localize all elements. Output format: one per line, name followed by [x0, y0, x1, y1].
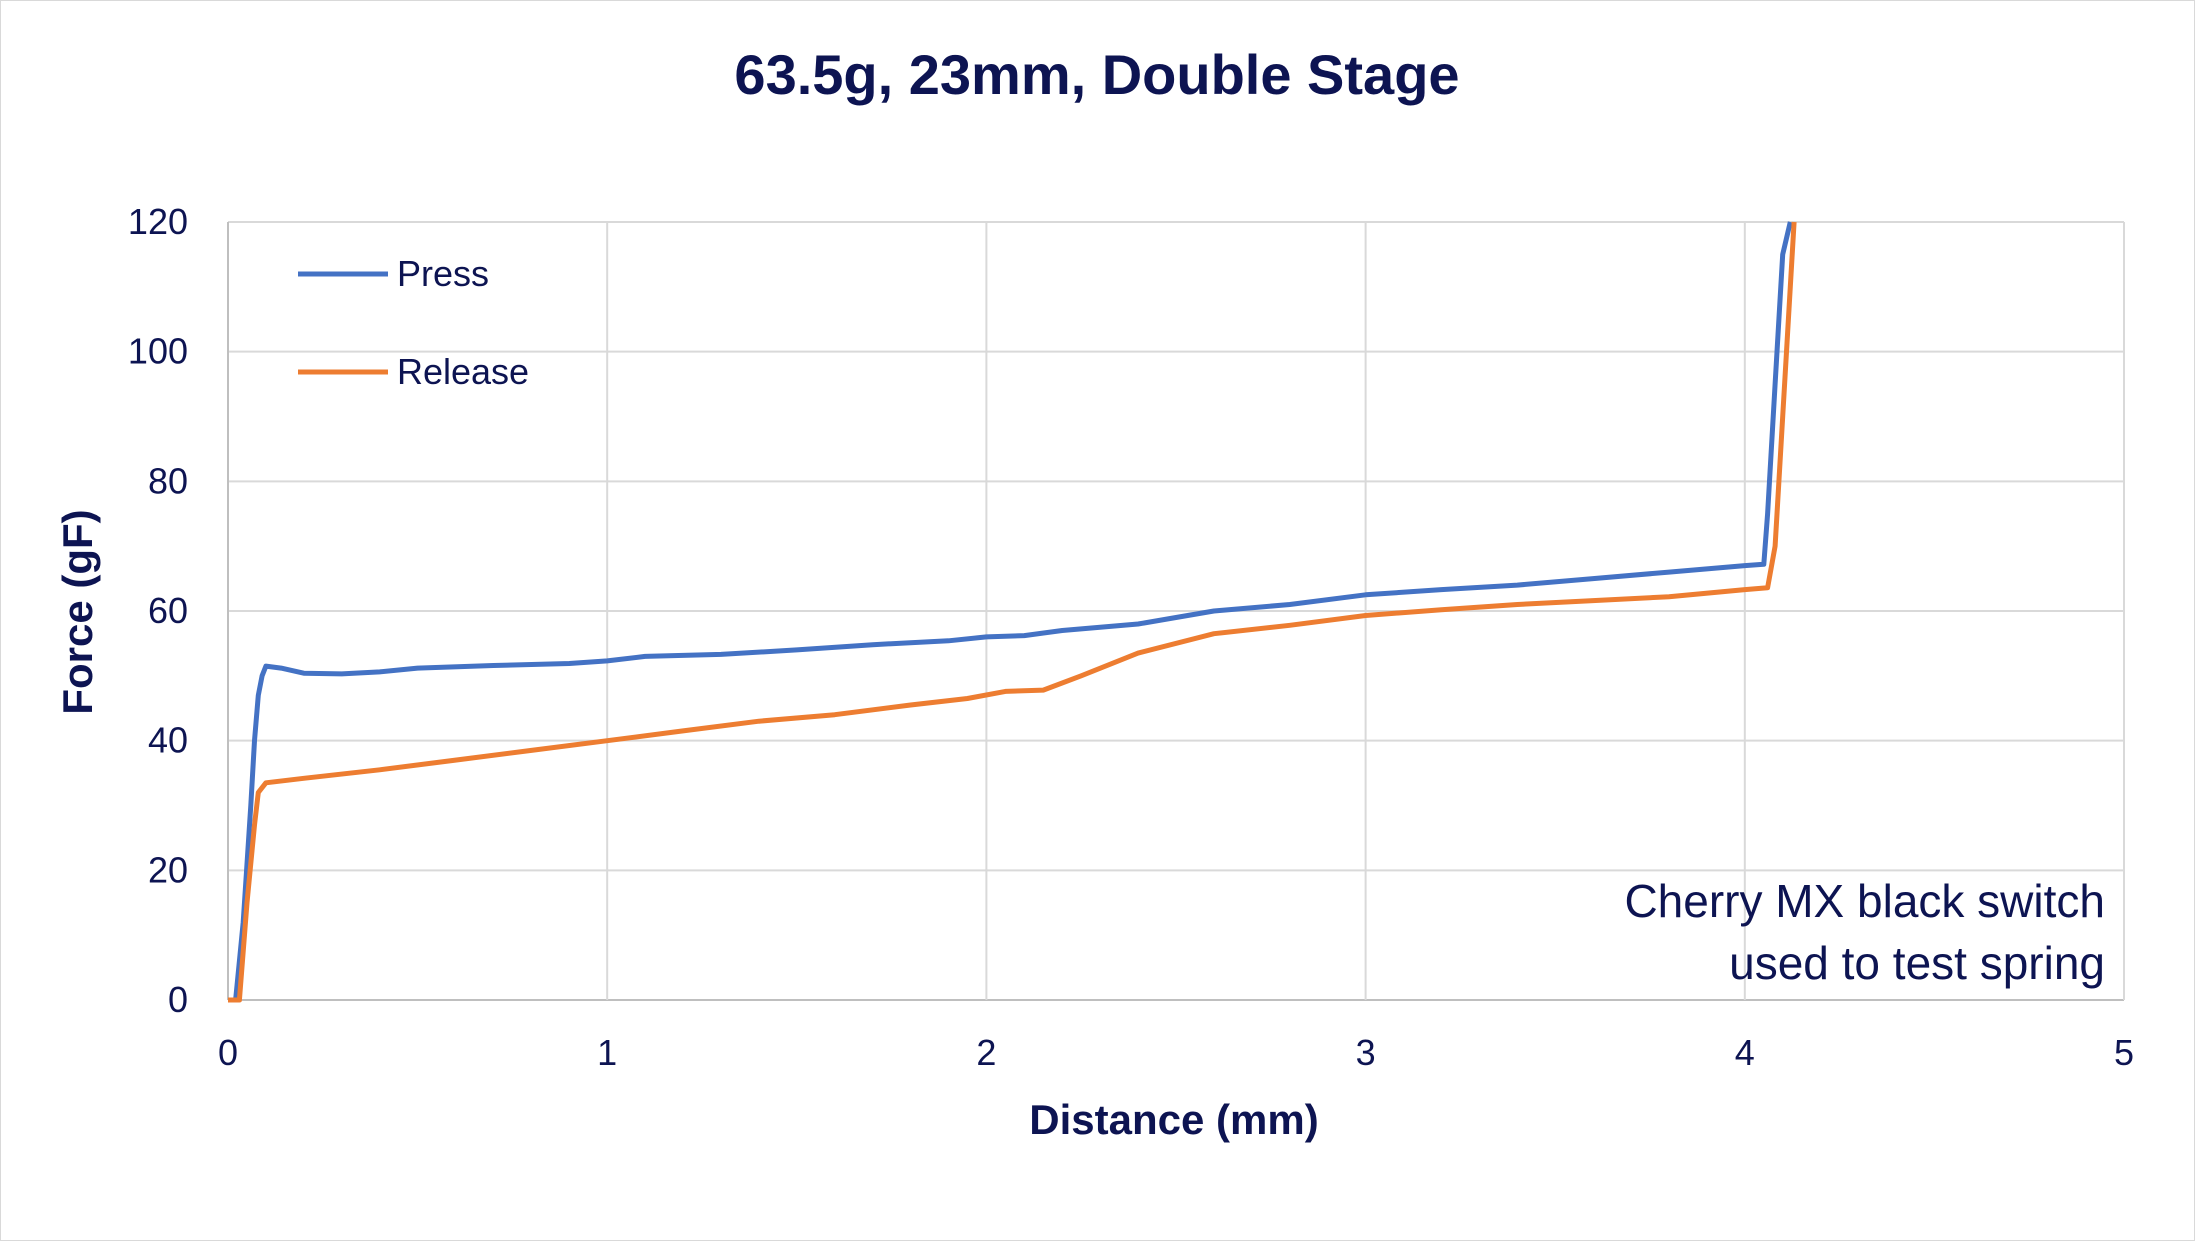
x-tick-label: 5	[2114, 1032, 2134, 1073]
chart-title: 63.5g, 23mm, Double Stage	[734, 43, 1459, 106]
y-tick-label: 40	[148, 720, 188, 761]
legend: Press Release	[298, 253, 529, 392]
x-tick-label: 4	[1735, 1032, 1755, 1073]
x-tick-label: 0	[218, 1032, 238, 1073]
annotation-line-1: Cherry MX black switch	[1624, 875, 2105, 927]
annotation-line-2: used to test spring	[1729, 937, 2105, 989]
x-tick-label: 3	[1356, 1032, 1376, 1073]
y-tick-label: 120	[128, 201, 188, 242]
x-tick-label: 1	[597, 1032, 617, 1073]
x-tick-label: 2	[976, 1032, 996, 1073]
x-axis-title: Distance (mm)	[1029, 1096, 1318, 1143]
y-tick-label: 0	[168, 979, 188, 1020]
grid	[227, 221, 2125, 1001]
y-axis-title: Force (gF)	[54, 509, 101, 714]
series-line-release	[228, 221, 1797, 1003]
y-tick-label: 60	[148, 590, 188, 631]
series-line-press	[228, 221, 1793, 1003]
series-group	[228, 221, 1797, 1003]
legend-label-release: Release	[397, 351, 529, 392]
tick-labels: 0 20 40 60 80 100 120 0 1 2 3 4 5	[128, 201, 2134, 1073]
legend-label-press: Press	[397, 253, 489, 294]
y-tick-label: 20	[148, 849, 188, 890]
y-tick-label: 80	[148, 460, 188, 501]
y-tick-label: 100	[128, 331, 188, 372]
